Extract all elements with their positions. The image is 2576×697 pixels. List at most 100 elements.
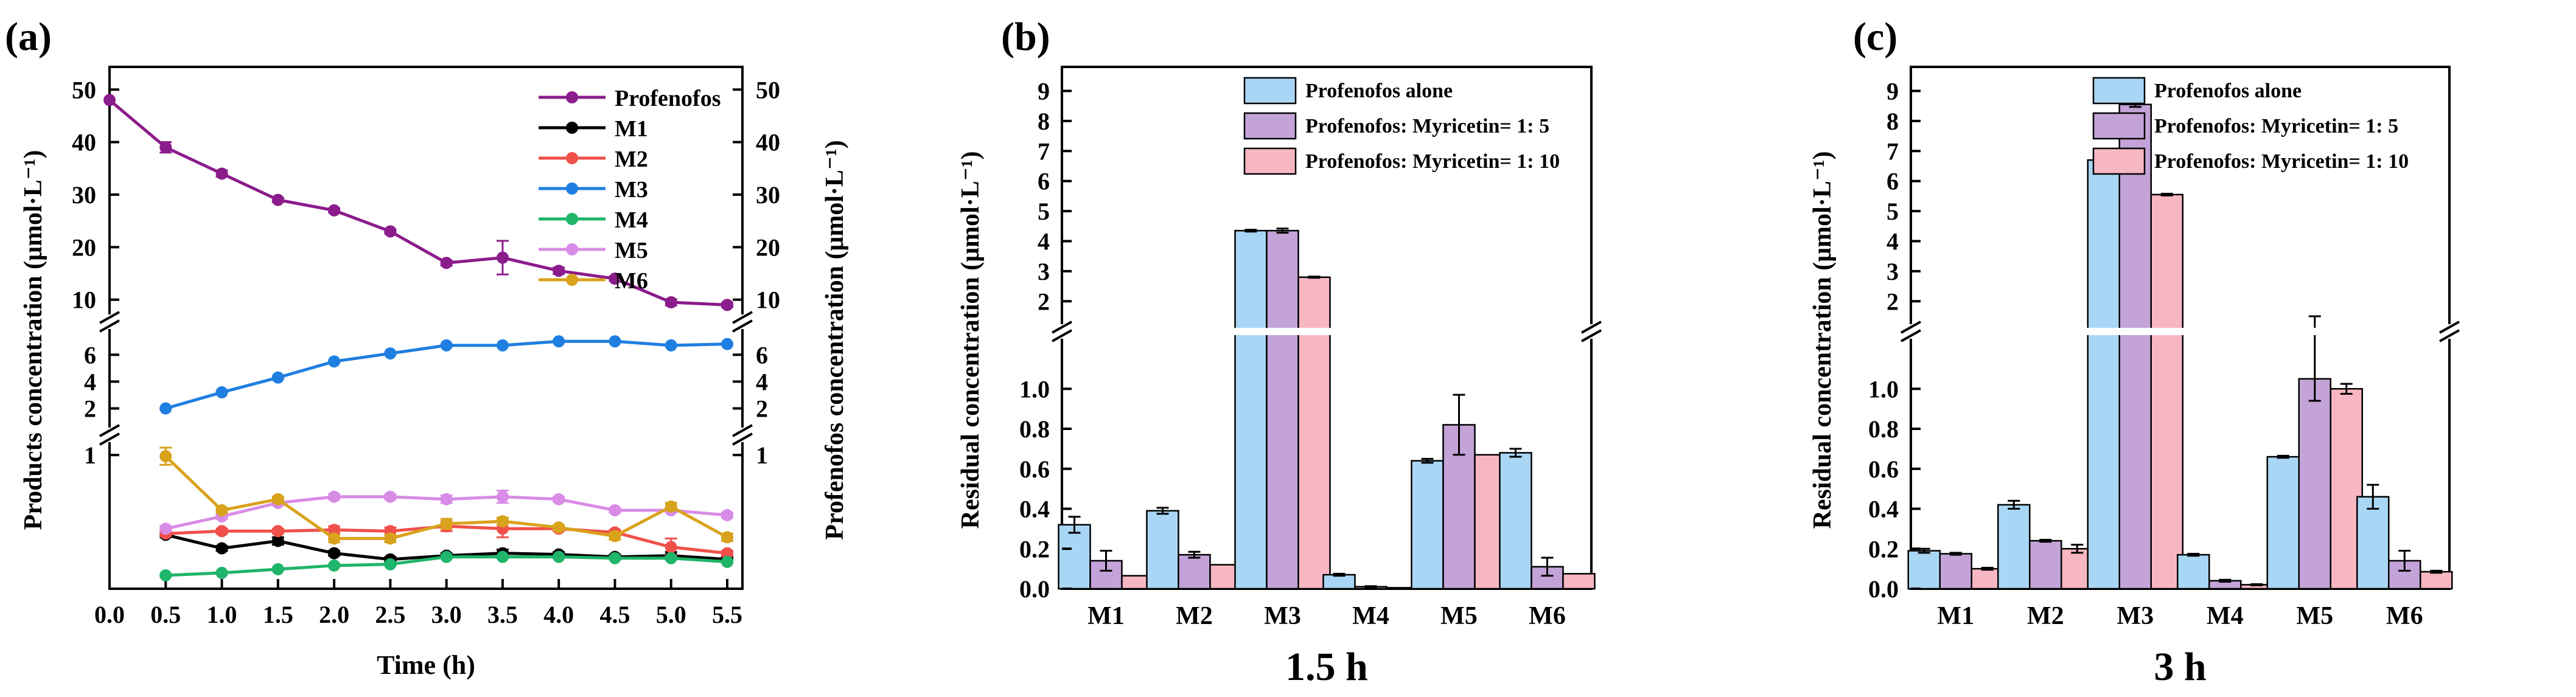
bar-m6-series-1 <box>1499 452 1532 590</box>
y-tick-label: 2 <box>1038 288 1050 315</box>
panel-label: (a) <box>5 15 52 59</box>
data-point-m6 <box>496 515 509 528</box>
y-tick-label: 9 <box>1038 78 1050 105</box>
bar-m4-series-1 <box>2177 553 2210 590</box>
data-point-m6 <box>271 493 284 505</box>
bar-group-m5 <box>1442 394 1476 590</box>
data-point-profenofos <box>496 251 509 264</box>
y-tick-label-left: 50 <box>72 76 96 103</box>
data-point-m3 <box>440 339 453 352</box>
data-point-profenofos <box>271 193 284 206</box>
x-tick-label: 0.0 <box>94 601 125 628</box>
left-axis-break-mark <box>99 424 120 446</box>
bar-group-m6 <box>2356 484 2390 590</box>
y-tick-label-right: 50 <box>756 76 780 103</box>
left-axis-break-mark <box>99 311 120 333</box>
legend-item-m6: M6 <box>539 268 648 294</box>
legend-item-1: Profenofos alone <box>1243 77 1453 105</box>
y-tick-label-right: 6 <box>756 341 768 369</box>
category-label: M2 <box>2027 602 2064 630</box>
y-tick-label-left: 10 <box>72 286 96 314</box>
legend-label: Profenofos: Myricetin= 1: 10 <box>2154 150 2409 173</box>
bar-m6-series-1 <box>2356 496 2390 590</box>
series-line-profenofos <box>108 99 728 307</box>
panel-c-bar-chart: M1 M2 M3 M4 M5 M6 0.0 0.2 0.4 0.6 0.8 1.0 2 3 4 5 6 78 9 Re… <box>1809 15 2460 689</box>
legend-label: M4 <box>615 207 648 233</box>
y-tick-label: 3 <box>1887 258 1899 285</box>
data-point-m3 <box>159 402 172 415</box>
legend-swatch-1-10 <box>2092 147 2146 175</box>
data-point-m6 <box>721 531 733 544</box>
bar-m3-series-2 <box>2118 103 2152 590</box>
axis-break-gap <box>1900 325 1922 338</box>
right-axis-break-mark <box>731 424 753 446</box>
y-tick-label-left: 1 <box>84 442 96 469</box>
x-axis-title: Time (h) <box>377 650 475 680</box>
category-label: M3 <box>1264 602 1301 630</box>
x-tick-label: 5.5 <box>712 601 742 628</box>
data-point-m4 <box>271 563 284 575</box>
legend-marker <box>566 182 578 195</box>
y-tick-label: 0.8 <box>1868 415 1899 443</box>
y-tick-label-right: 2 <box>756 395 768 423</box>
data-point-profenofos <box>721 299 733 311</box>
category-label: M1 <box>1087 602 1125 630</box>
legend-marker <box>566 274 578 286</box>
data-point-m6 <box>159 450 172 463</box>
data-point-m4 <box>440 550 453 563</box>
axis-break-slash <box>2439 321 2460 334</box>
bar-m3-series-1 <box>1234 229 1268 590</box>
data-point-profenofos <box>609 272 621 285</box>
data-point-m4 <box>159 569 172 581</box>
axis-break-slash <box>99 424 120 437</box>
legend-swatch-alone <box>1243 77 1297 105</box>
bar-m6-series-3 <box>2420 570 2453 590</box>
panel-b-bar-chart: M1 M2 M3 M4 M5 M6 0.0 0.2 0.4 0.6 0.8 1.0 2 3 4 5 6 78 9 Re… <box>957 15 1602 689</box>
right-axis-break-mark <box>731 311 753 333</box>
y-tick-label-left: 30 <box>72 181 96 209</box>
data-point-m5 <box>496 490 509 503</box>
bar-m4-series-1 <box>1322 574 1356 590</box>
bar-group-m2 <box>1178 550 1211 590</box>
legend-swatch-1-5 <box>1243 112 1297 140</box>
bar-m1-series-1 <box>1058 524 1091 590</box>
data-point-m2 <box>328 524 341 536</box>
bar-group-m4 <box>2208 578 2242 590</box>
data-point-m6 <box>328 532 341 545</box>
category-label: M4 <box>1352 602 1389 630</box>
x-tick-label: 4.5 <box>599 601 630 628</box>
axis-break-slash <box>732 432 753 446</box>
bar-group-m4 <box>2177 552 2210 590</box>
data-point-m6 <box>384 532 397 545</box>
data-point-profenofos <box>553 265 565 277</box>
data-point-m1 <box>328 547 341 560</box>
panel-label: (c) <box>1853 15 1897 59</box>
axis-break-slash <box>732 311 753 324</box>
bar-group-m3 <box>2150 192 2183 590</box>
bar-group-m1 <box>1089 550 1123 590</box>
legend-label: M2 <box>615 147 648 172</box>
axis-break-slash <box>1581 321 1602 334</box>
bar-m3-series-2 <box>1266 229 1299 590</box>
data-point-m6 <box>553 521 565 534</box>
bar-group-m6 <box>1562 573 1596 590</box>
data-point-m3 <box>721 338 733 350</box>
y-tick-label: 0.0 <box>1868 575 1899 603</box>
legend-item-m1: M1 <box>539 116 648 142</box>
bar-m3-series-3 <box>2150 193 2183 590</box>
legend-marker <box>566 213 578 225</box>
data-point-m3 <box>496 339 509 352</box>
y-tick-label-right: 40 <box>756 129 780 156</box>
legend-label: Profenofos <box>615 86 721 111</box>
bar-group-m1 <box>1939 552 1972 590</box>
panel-label: (b) <box>1001 15 1050 59</box>
y-tick-label: 0.2 <box>1019 535 1050 563</box>
data-point-m4 <box>609 552 621 564</box>
right-axis-break-mark <box>2438 321 2460 342</box>
x-tick-label: 2.5 <box>375 601 405 628</box>
legend-swatch-1-5 <box>2092 112 2146 140</box>
axis-break-slash <box>1052 329 1072 342</box>
y-axis-title: Residual concentration (μmol·L⁻¹) <box>1809 151 1837 529</box>
data-point-profenofos <box>103 94 116 106</box>
